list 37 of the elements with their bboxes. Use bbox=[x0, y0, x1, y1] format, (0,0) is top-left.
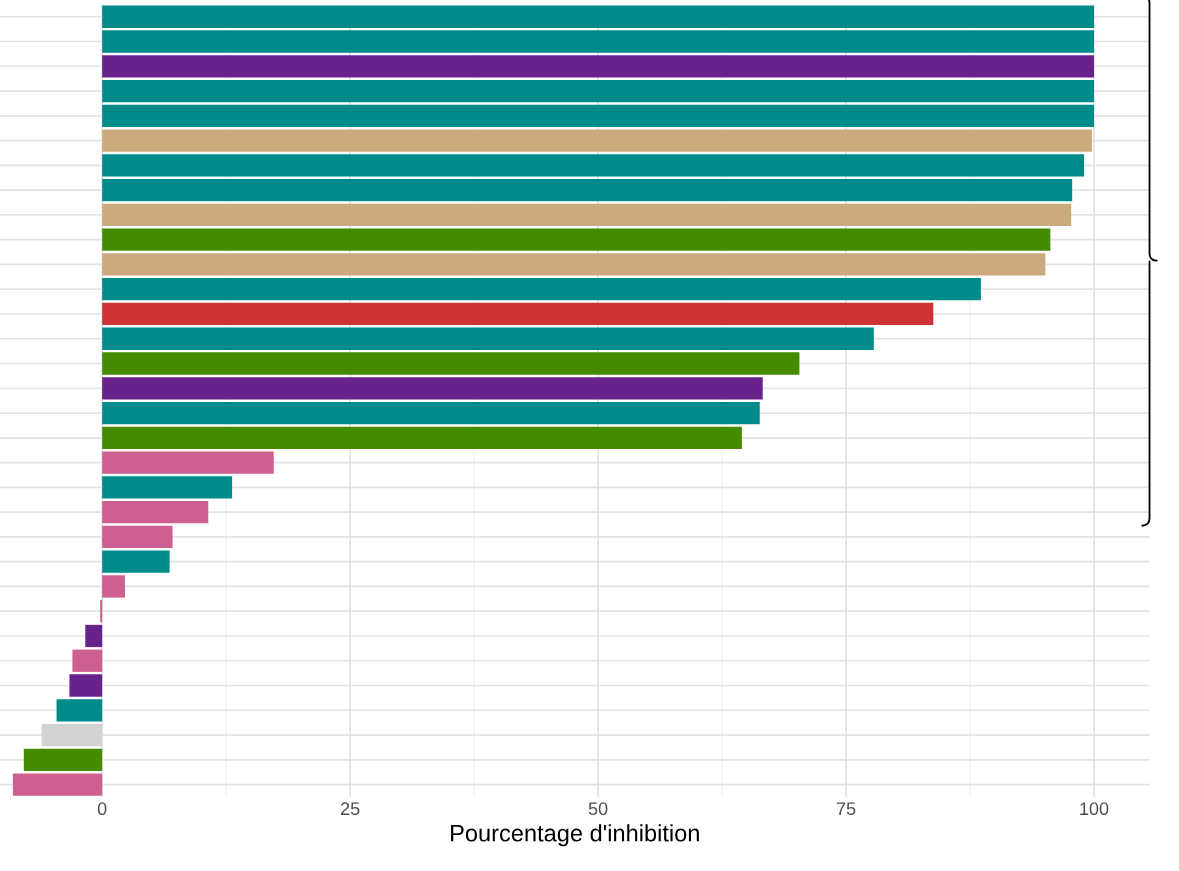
bar bbox=[102, 30, 1094, 53]
x-tick-label: 25 bbox=[340, 802, 360, 816]
bar bbox=[56, 699, 103, 722]
bar bbox=[102, 525, 173, 549]
bar bbox=[12, 773, 103, 796]
bar bbox=[85, 624, 103, 648]
bar bbox=[102, 327, 874, 350]
bar bbox=[102, 575, 125, 598]
bar bbox=[23, 748, 103, 771]
bar bbox=[102, 203, 1072, 227]
bar bbox=[102, 79, 1094, 103]
bar bbox=[102, 550, 170, 573]
bar bbox=[102, 352, 800, 375]
bar bbox=[102, 253, 1046, 276]
bar bbox=[102, 426, 742, 449]
bar bbox=[102, 377, 763, 400]
x-tick-label: 75 bbox=[836, 802, 856, 816]
bar bbox=[102, 476, 233, 499]
bar bbox=[102, 451, 274, 474]
bar bbox=[102, 228, 1051, 251]
x-tick-label: 0 bbox=[97, 802, 107, 816]
x-tick-label: 100 bbox=[1080, 802, 1109, 816]
bar bbox=[72, 649, 103, 672]
x-axis-title: Pourcentage d'inhibition bbox=[451, 824, 699, 847]
bar bbox=[41, 723, 103, 747]
bar bbox=[102, 5, 1094, 28]
bar bbox=[102, 104, 1094, 127]
bar bbox=[102, 401, 760, 425]
bar bbox=[102, 278, 981, 301]
bar bbox=[102, 129, 1092, 152]
bar bbox=[102, 154, 1085, 177]
bar bbox=[69, 674, 103, 697]
bar bbox=[102, 178, 1073, 202]
bar bbox=[102, 302, 934, 326]
x-tick-label: 50 bbox=[588, 802, 608, 816]
bar bbox=[102, 55, 1094, 78]
bar bbox=[102, 500, 209, 524]
